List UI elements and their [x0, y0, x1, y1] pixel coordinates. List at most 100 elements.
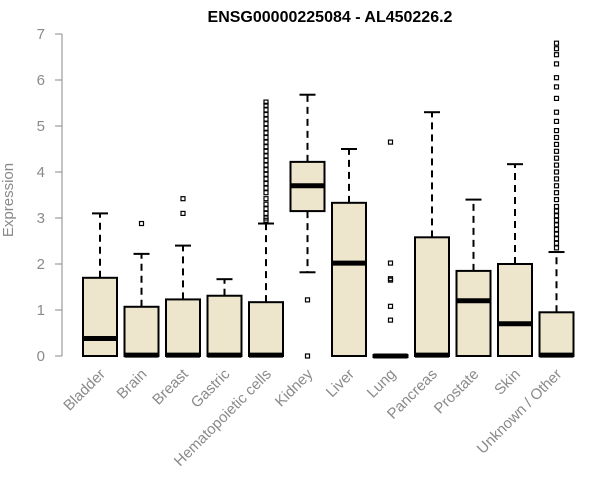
outlier-point	[553, 190, 560, 196]
outlier-point	[263, 102, 269, 108]
outlier-point	[553, 183, 560, 189]
y-tick-label: 5	[37, 118, 45, 135]
x-category-label: Skin	[491, 366, 524, 399]
outlier-point	[553, 213, 560, 219]
outlier-point	[553, 148, 560, 154]
outlier-point	[553, 236, 560, 242]
outlier-point	[553, 208, 560, 214]
outlier-point	[553, 40, 560, 46]
outlier-point	[387, 276, 394, 282]
outlier-point	[304, 353, 311, 359]
outlier-point	[263, 180, 269, 187]
outlier-point	[263, 116, 269, 122]
outlier-point	[553, 231, 560, 237]
y-tick-label: 4	[37, 164, 45, 181]
box-body	[331, 201, 367, 357]
outlier-point	[553, 109, 560, 115]
box-body	[82, 276, 118, 357]
x-category-label: Breast	[149, 365, 192, 408]
outlier-point	[553, 95, 560, 102]
box-body	[455, 269, 492, 357]
box-body	[248, 301, 284, 357]
outlier-point	[553, 222, 560, 228]
outlier-point	[263, 171, 269, 177]
outlier-point	[263, 121, 269, 127]
outlier-point	[387, 139, 394, 145]
outlier-point	[387, 260, 394, 266]
box-body	[206, 294, 243, 357]
outlier-point	[553, 84, 560, 90]
outlier-point	[180, 196, 186, 202]
y-tick-label: 1	[37, 302, 45, 319]
y-axis: 0 1 2 3 4 5 6 7	[37, 26, 63, 365]
outlier-point	[553, 197, 560, 203]
outlier-point	[263, 153, 269, 159]
outlier-point	[263, 99, 269, 105]
box-body	[165, 298, 201, 358]
outlier-point	[263, 111, 269, 118]
outlier-point	[263, 167, 269, 173]
outlier-point	[180, 210, 186, 216]
box-body	[538, 311, 575, 357]
outlier-point	[553, 203, 560, 210]
outlier-point	[263, 134, 269, 141]
x-category-label: Kidney	[272, 365, 317, 410]
x-category-label: Bladder	[60, 366, 109, 415]
outlier-point	[263, 215, 269, 221]
outlier-point	[263, 157, 269, 164]
y-tick-label: 3	[37, 210, 45, 227]
box-body	[123, 305, 160, 357]
outlier-point	[553, 75, 560, 81]
outlier-point	[553, 118, 560, 125]
outlier-point	[553, 141, 560, 147]
outlier-point	[553, 176, 560, 182]
x-category-label: Liver	[323, 366, 358, 401]
outlier-point	[263, 206, 269, 212]
outlier-point	[263, 185, 269, 191]
box-body	[414, 236, 450, 358]
y-tick-label: 6	[37, 72, 45, 89]
outlier-point	[553, 128, 560, 134]
outlier-point	[304, 297, 311, 303]
outlier-point	[553, 46, 560, 52]
outlier-point	[263, 162, 269, 168]
outlier-point	[263, 196, 269, 202]
y-tick-label: 2	[37, 256, 45, 273]
outlier-point	[553, 245, 560, 251]
outlier-point	[263, 176, 269, 182]
outlier-point	[263, 130, 269, 136]
outlier-point	[387, 277, 394, 283]
outlier-point	[387, 303, 394, 309]
outlier-point	[138, 220, 145, 227]
x-category-label: Prostate	[431, 366, 483, 418]
outlier-point	[553, 240, 560, 246]
outlier-point	[263, 210, 269, 216]
outlier-point	[553, 169, 560, 175]
chart-title: ENSG00000225084 - AL450226.2	[208, 9, 453, 26]
outlier-point	[263, 107, 269, 113]
outlier-point	[553, 217, 560, 223]
x-category-label: Brain	[114, 366, 151, 403]
outlier-point	[263, 144, 269, 150]
outlier-point	[553, 52, 560, 58]
outlier-point	[263, 139, 269, 145]
outlier-point	[263, 148, 269, 154]
y-tick-label: 7	[37, 26, 45, 43]
box-series	[82, 40, 575, 359]
box-body	[497, 263, 533, 357]
outlier-point	[263, 190, 269, 196]
x-category-label: Lung	[364, 366, 400, 402]
outlier-point	[553, 61, 560, 67]
y-tick-label: 0	[37, 348, 45, 365]
y-axis-title: Expression	[0, 163, 17, 237]
outlier-point	[263, 201, 269, 207]
outlier-point	[553, 162, 560, 168]
outlier-point	[263, 125, 269, 131]
outlier-point	[387, 317, 394, 323]
outlier-point	[553, 226, 560, 233]
outlier-point	[553, 155, 560, 161]
outlier-point	[553, 134, 560, 141]
